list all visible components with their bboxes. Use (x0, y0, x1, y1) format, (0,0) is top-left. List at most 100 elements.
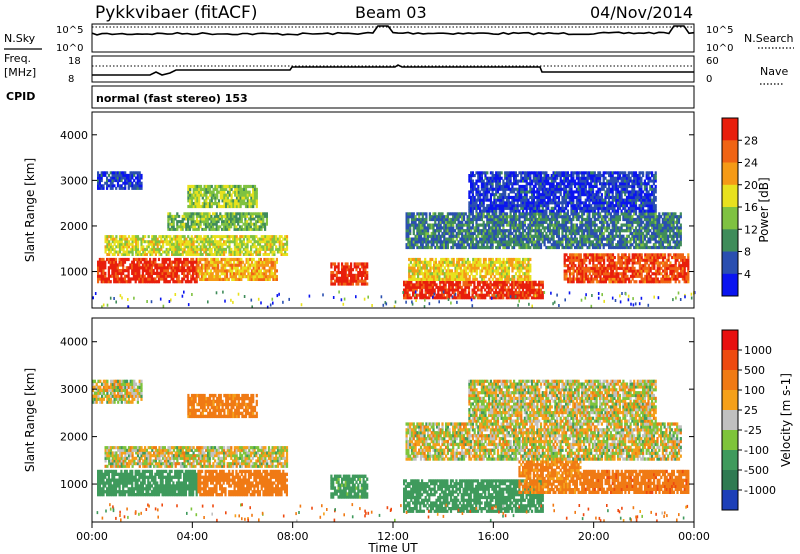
heatmap-cell (108, 250, 111, 254)
heatmap-cell (256, 269, 259, 273)
heatmap-cell (100, 277, 103, 281)
heatmap-cell (412, 220, 415, 224)
heatmap-cell (200, 275, 204, 279)
heatmap-cell (339, 282, 342, 286)
heatmap-cell (113, 176, 116, 180)
heatmap-cell (597, 217, 600, 222)
heatmap-cell (480, 291, 483, 295)
heatmap-cell (432, 237, 435, 241)
heatmap-cell (586, 277, 590, 281)
heatmap-cell (274, 266, 277, 270)
heatmap-cell (166, 263, 170, 267)
heatmap-cell (263, 275, 266, 279)
heatmap-cell (126, 237, 129, 241)
heatmap-cell (255, 250, 258, 254)
heatmap-cell (116, 263, 119, 267)
heatmap-cell (172, 242, 175, 246)
heatmap-cell (588, 245, 591, 250)
heatmap-cell (170, 225, 173, 229)
heatmap-cell (120, 260, 123, 264)
heatmap-cell (594, 274, 597, 278)
heatmap-cell (574, 234, 577, 238)
heatmap-cell (192, 225, 195, 229)
heatmap-cell (158, 250, 161, 254)
heatmap-cell (249, 220, 252, 224)
heatmap-cell (570, 234, 573, 238)
heatmap-cell (230, 250, 233, 254)
heatmap-cell (98, 260, 101, 264)
heatmap-cell (507, 269, 510, 273)
heatmap-cell (201, 204, 204, 209)
heatmap-cell (493, 275, 496, 279)
heatmap-cell (181, 240, 184, 244)
heatmap-cell (608, 261, 611, 265)
heatmap-cell (617, 266, 620, 270)
heatmap-cell (457, 240, 460, 244)
heatmap-cell (152, 257, 155, 262)
heatmap-cell (127, 173, 130, 177)
heatmap-cell (676, 266, 679, 270)
heatmap-cell (608, 274, 611, 278)
heatmap-cell (188, 247, 192, 251)
heatmap-cell (539, 280, 543, 284)
heatmap-cell (230, 235, 233, 239)
heatmap-cell (245, 275, 248, 279)
heatmap-cell (204, 266, 207, 270)
heatmap-cell (272, 263, 275, 267)
heatmap-cell (183, 260, 186, 264)
heatmap-cell (113, 257, 116, 262)
heatmap-cell (477, 243, 480, 247)
heatmap-cell (680, 272, 683, 276)
heatmap-cell (102, 280, 105, 284)
heatmap-cell (273, 250, 276, 254)
heatmap-cell (116, 266, 119, 270)
heatmap-cell (124, 176, 127, 180)
heatmap-cell (654, 253, 658, 257)
heatmap-cell (674, 253, 677, 257)
heatmap-cell (120, 184, 123, 188)
heatmap-cell (431, 280, 434, 284)
heatmap-cell (106, 181, 109, 185)
heatmap-cell (404, 285, 407, 289)
heatmap-cell (221, 204, 224, 209)
heatmap-cell (672, 264, 676, 268)
heatmap-cell (234, 193, 237, 197)
heatmap-cell (261, 263, 264, 267)
heatmap-cell (656, 264, 659, 268)
heatmap-cell (575, 237, 578, 241)
heatmap-cell (111, 253, 114, 256)
heatmap-cell (411, 263, 414, 267)
heatmap-cell (651, 272, 654, 276)
heatmap-cell (145, 277, 148, 281)
heatmap-cell (406, 283, 409, 287)
heatmap-cell (204, 277, 207, 281)
heatmap-cell (545, 220, 548, 224)
heatmap-cell (265, 263, 268, 267)
heatmap-cell (514, 280, 517, 284)
heatmap-cell (272, 260, 275, 264)
heatmap-cell (219, 235, 222, 239)
heatmap-cell (210, 202, 213, 206)
heatmap-cell (100, 186, 103, 190)
heatmap-cell (233, 225, 236, 229)
heatmap-cell (431, 283, 434, 287)
heatmap-cell (665, 269, 668, 273)
heatmap-cell (557, 234, 560, 238)
heatmap-cell (459, 263, 462, 267)
heatmap-cell (267, 253, 271, 256)
heatmap-cell (258, 277, 261, 281)
heatmap-cell (674, 277, 677, 281)
heatmap-cell (440, 291, 444, 295)
heatmap-cell (422, 266, 425, 270)
heatmap-cell (129, 179, 132, 183)
heatmap-cell (653, 256, 656, 260)
heatmap-cell (216, 202, 219, 206)
heatmap-cell (210, 193, 213, 197)
heatmap-cell (222, 257, 225, 262)
heatmap-cell (487, 285, 490, 289)
heatmap-cell (154, 237, 157, 241)
heatmap-cell (567, 266, 570, 270)
heatmap-cell (109, 274, 112, 278)
heatmap-cell (161, 269, 164, 273)
heatmap-cell (488, 260, 491, 264)
